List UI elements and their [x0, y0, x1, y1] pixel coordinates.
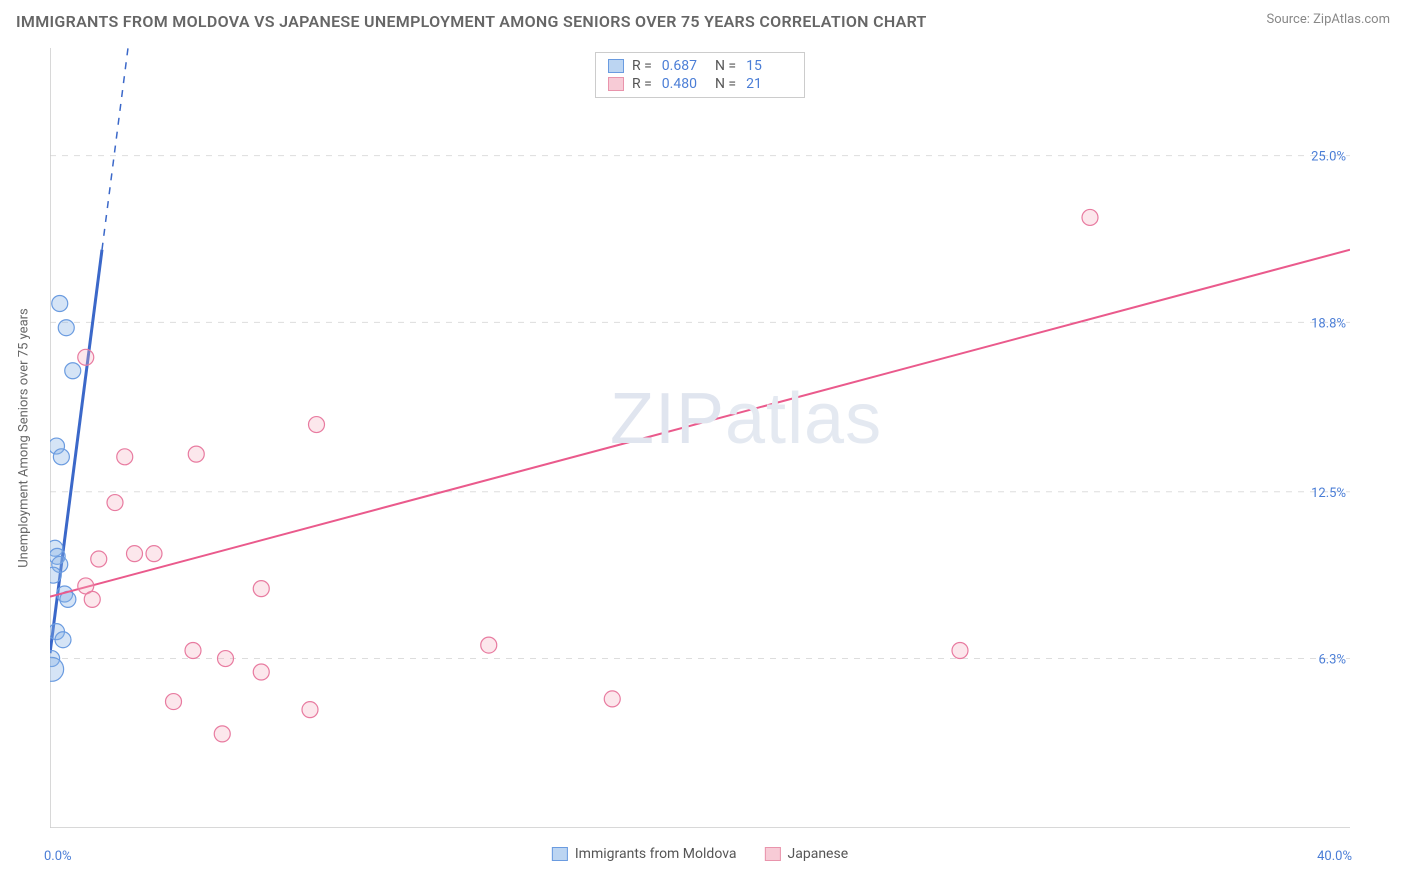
data-point — [127, 546, 143, 562]
data-point — [91, 551, 107, 567]
data-point — [117, 449, 133, 465]
data-point — [952, 642, 968, 658]
x-axis-min-label: 0.0% — [44, 849, 72, 864]
data-point — [218, 651, 234, 667]
legend-row: R = 0.687 N = 15 — [608, 57, 792, 75]
legend-swatch — [608, 77, 624, 91]
trend-line — [50, 250, 1350, 597]
series-legend-label: Immigrants from Moldova — [575, 846, 737, 862]
source-label: Source: ZipAtlas.com — [1266, 12, 1390, 27]
data-point — [50, 657, 64, 681]
data-point — [58, 320, 74, 336]
y-axis-title: Unemployment Among Seniors over 75 years — [17, 308, 32, 568]
correlation-legend: R = 0.687 N = 15 R = 0.480 N = 21 — [595, 52, 805, 98]
data-point — [78, 349, 94, 365]
data-point — [84, 591, 100, 607]
legend-swatch — [608, 59, 624, 73]
data-point — [55, 632, 71, 648]
series-legend-item: Japanese — [765, 846, 849, 862]
chart-title: IMMIGRANTS FROM MOLDOVA VS JAPANESE UNEM… — [16, 12, 927, 31]
data-point — [107, 495, 123, 511]
series-legend-label: Japanese — [788, 846, 849, 862]
legend-r-value: 0.480 — [662, 76, 697, 92]
y-tick-label: 12.5% — [1311, 486, 1346, 501]
legend-n-label: N = — [715, 76, 736, 92]
legend-r-label: R = — [632, 76, 652, 92]
series-legend: Immigrants from Moldova Japanese — [552, 846, 848, 862]
data-point — [1082, 209, 1098, 225]
scatter-plot: 6.3% 12.5% 18.8% 25.0% — [50, 48, 1350, 828]
data-point — [50, 567, 61, 583]
data-point — [302, 702, 318, 718]
legend-r-value: 0.687 — [662, 58, 697, 74]
data-point — [253, 664, 269, 680]
legend-r-label: R = — [632, 58, 652, 74]
data-point — [604, 691, 620, 707]
data-point — [65, 363, 81, 379]
data-point — [481, 637, 497, 653]
data-point — [214, 726, 230, 742]
chart-area: Unemployment Among Seniors over 75 years… — [50, 48, 1350, 828]
legend-swatch — [552, 847, 568, 861]
series-legend-item: Immigrants from Moldova — [552, 846, 737, 862]
legend-n-value: 21 — [746, 76, 762, 92]
legend-n-value: 15 — [746, 58, 762, 74]
data-point — [52, 296, 68, 312]
y-tick-label: 6.3% — [1318, 653, 1346, 668]
data-point — [146, 546, 162, 562]
y-tick-label: 25.0% — [1311, 150, 1346, 165]
data-point — [253, 581, 269, 597]
trend-line-extension — [102, 48, 128, 250]
legend-n-label: N = — [715, 58, 736, 74]
x-axis-max-label: 40.0% — [1317, 849, 1352, 864]
legend-swatch — [765, 847, 781, 861]
data-point — [188, 446, 204, 462]
data-point — [53, 449, 69, 465]
y-tick-label: 18.8% — [1311, 316, 1346, 331]
data-point — [185, 642, 201, 658]
data-point — [309, 417, 325, 433]
legend-row: R = 0.480 N = 21 — [608, 75, 792, 93]
data-point — [166, 694, 182, 710]
